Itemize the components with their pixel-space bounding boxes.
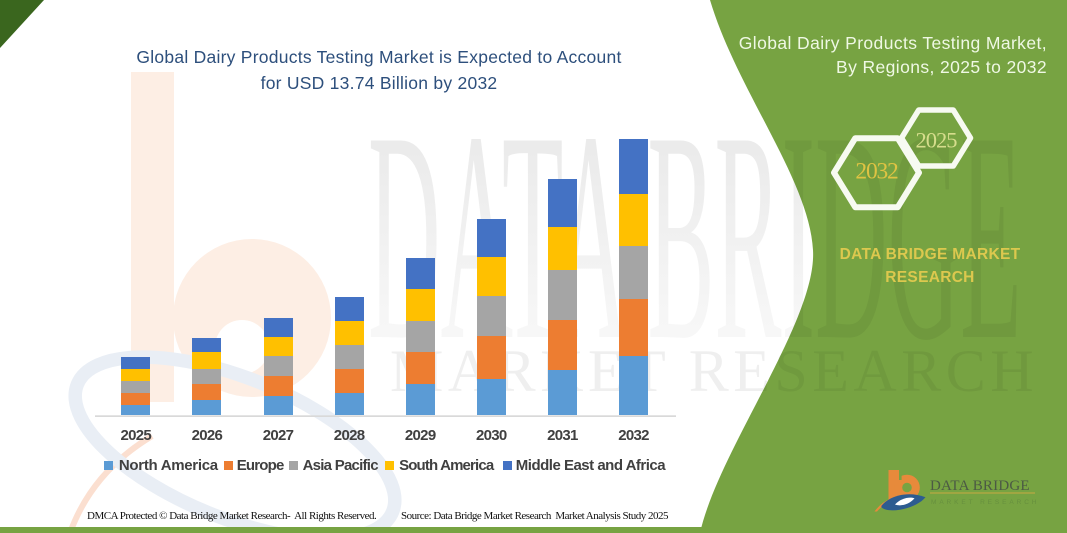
svg-text:2025: 2025 bbox=[916, 128, 958, 153]
svg-text:2032: 2032 bbox=[855, 159, 898, 185]
svg-text:MARKET RESEARCH: MARKET RESEARCH bbox=[931, 499, 1039, 506]
svg-text:DATA BRIDGE: DATA BRIDGE bbox=[930, 478, 1030, 494]
